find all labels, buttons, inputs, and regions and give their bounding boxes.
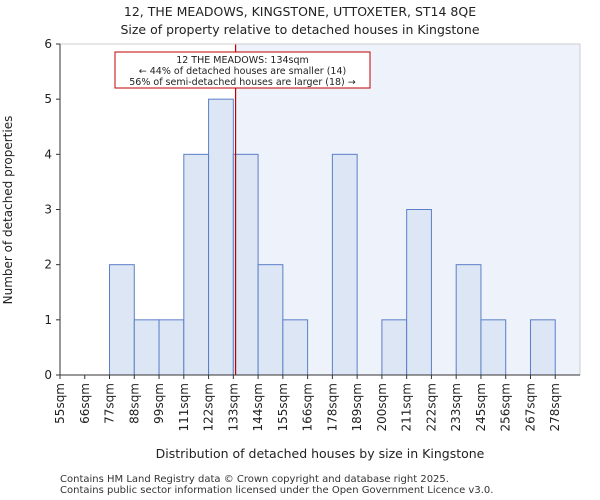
y-tick-label: 3 <box>44 203 52 217</box>
y-tick-label: 6 <box>44 37 52 51</box>
y-tick-label: 0 <box>44 368 52 382</box>
annotation-line-2: ← 44% of detached houses are smaller (14… <box>139 66 346 77</box>
x-tick-label: 99sqm <box>152 383 166 424</box>
x-tick-label: 155sqm <box>276 383 290 431</box>
x-tick-label: 178sqm <box>325 383 339 431</box>
y-tick-label: 1 <box>44 313 52 327</box>
histogram-bar <box>158 319 185 376</box>
x-tick-label: 278sqm <box>548 383 562 431</box>
x-tick-label: 88sqm <box>127 383 141 424</box>
histogram-bar <box>381 319 408 376</box>
histogram-bar <box>331 153 358 376</box>
histogram-bar <box>208 98 234 376</box>
chart-title: 12, THE MEADOWS, KINGSTONE, UTTOXETER, S… <box>123 4 477 19</box>
histogram-bar <box>109 264 135 376</box>
chart-area: 0 1 2 3 4 5 6 55sqm 66sqm 77sqm 88sqm 99sqm 111sqm 12… <box>44 37 581 431</box>
x-tick-label: 245sqm <box>474 383 488 431</box>
chart-subtitle: Size of property relative to detached ho… <box>120 22 480 37</box>
y-tick-label: 2 <box>44 258 52 272</box>
histogram-bar <box>133 319 160 376</box>
x-tick-label: 189sqm <box>350 383 364 431</box>
histogram-bar <box>282 319 309 376</box>
x-tick-label: 133sqm <box>226 383 240 431</box>
histogram-bar <box>480 319 507 376</box>
annotation-line-3: 56% of semi-detached houses are larger (… <box>129 77 356 88</box>
footer-line-2: Contains public sector information licen… <box>60 485 494 496</box>
x-tick-label: 144sqm <box>251 383 265 431</box>
x-tick-label: 233sqm <box>449 383 463 431</box>
y-tick-label: 4 <box>44 147 52 161</box>
x-tick-label: 111sqm <box>177 383 191 431</box>
footer-line-1: Contains HM Land Registry data © Crown c… <box>60 474 449 485</box>
annotation-box <box>114 51 371 89</box>
histogram-bar <box>232 153 259 376</box>
y-tick-label: 5 <box>44 92 52 106</box>
x-tick-label: 200sqm <box>375 383 389 431</box>
histogram-bar <box>257 264 284 376</box>
x-tick-label: 267sqm <box>523 383 537 431</box>
histogram-bar <box>455 264 482 376</box>
x-tick-label: 211sqm <box>400 383 414 431</box>
x-axis-label: Distribution of detached houses by size … <box>155 446 485 461</box>
histogram-bar <box>183 153 210 376</box>
x-tick-label: 122sqm <box>202 383 216 431</box>
x-tick-label: 222sqm <box>424 383 438 431</box>
x-tick-label: 55sqm <box>53 383 67 424</box>
x-tick-label: 77sqm <box>103 383 117 424</box>
annotation-line-1: 12 THE MEADOWS: 134sqm <box>176 55 309 66</box>
histogram-bar <box>529 319 556 376</box>
x-tick-label: 166sqm <box>301 383 315 431</box>
x-tick-label: 66sqm <box>78 383 92 424</box>
histogram-bar <box>406 209 432 376</box>
x-tick-label: 256sqm <box>499 383 513 431</box>
